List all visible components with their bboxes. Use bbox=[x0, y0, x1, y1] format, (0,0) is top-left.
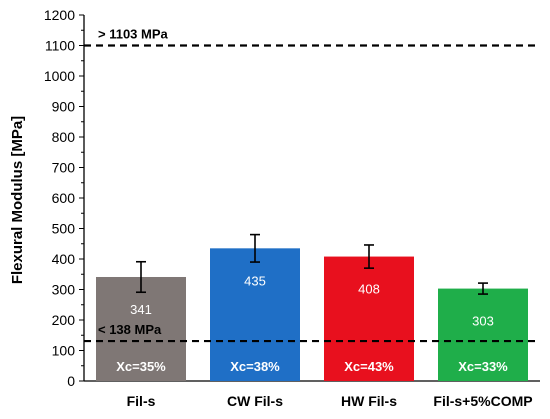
y-tick-label: 100 bbox=[52, 343, 76, 359]
y-tick-label: 800 bbox=[52, 129, 76, 145]
bar bbox=[438, 288, 528, 381]
value-label: 435 bbox=[244, 273, 266, 288]
category-label: HW Fil-s bbox=[341, 393, 397, 409]
y-tick-label: 600 bbox=[52, 190, 76, 206]
axes: 0 100 200 300 400 500 600 700 800 900 1000 1100 1200 bbox=[44, 7, 540, 389]
crystallinity-label: Xc=38% bbox=[230, 359, 280, 374]
y-tick-label: 1000 bbox=[44, 68, 75, 84]
bars: 341 Xc=35% Fil-s 435 Xc=38% CW Fil-s 408 Xc=43%… bbox=[96, 233, 533, 409]
bar bbox=[210, 248, 300, 381]
y-tick-label: 1200 bbox=[44, 7, 75, 23]
y-tick-label: 700 bbox=[52, 160, 76, 176]
crystallinity-label: Xc=43% bbox=[344, 359, 394, 374]
value-label: 303 bbox=[472, 314, 494, 329]
crystallinity-label: Xc=35% bbox=[116, 359, 166, 374]
category-label: Fil-s bbox=[127, 393, 156, 409]
crystallinity-label: Xc=33% bbox=[458, 359, 508, 374]
y-axis-label: Flexural Modulus [MPa] bbox=[9, 116, 26, 284]
reference-line-label: < 138 MPa bbox=[98, 322, 162, 337]
value-label: 341 bbox=[130, 302, 152, 317]
category-label: Fil-s+5%COMP bbox=[433, 393, 532, 409]
reference-lines: > 1103 MPa < 138 MPa bbox=[84, 27, 540, 343]
bar bbox=[324, 256, 414, 381]
y-tick-label: 300 bbox=[52, 282, 76, 298]
category-label: CW Fil-s bbox=[227, 393, 283, 409]
y-tick-label: 400 bbox=[52, 251, 76, 267]
y-tick-label: 1100 bbox=[45, 38, 75, 54]
y-tick-label: 900 bbox=[52, 99, 76, 115]
y-tick-label: 500 bbox=[52, 221, 76, 237]
y-tick-label: 0 bbox=[67, 373, 75, 389]
y-tick-label: 200 bbox=[52, 312, 76, 328]
value-label: 408 bbox=[358, 282, 380, 297]
bar bbox=[96, 276, 186, 381]
reference-line-label: > 1103 MPa bbox=[98, 27, 169, 42]
